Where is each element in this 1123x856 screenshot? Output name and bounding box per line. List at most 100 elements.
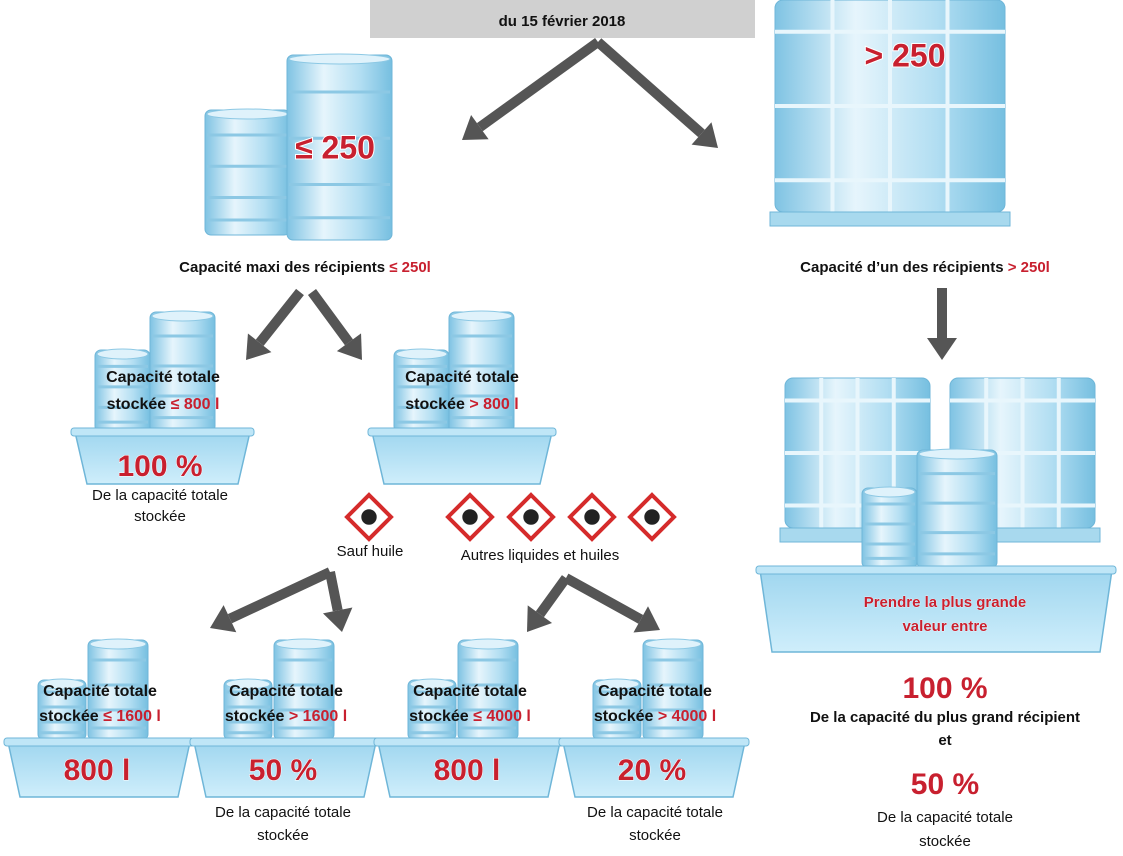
arrow-shaft xyxy=(230,572,330,619)
header-date: du 15 février 2018 xyxy=(499,13,626,30)
result: 800 l xyxy=(64,754,131,787)
note: De la capacité totale xyxy=(215,804,351,821)
tub-label: stockée ≤ 800 l xyxy=(107,396,220,413)
barrel xyxy=(95,349,150,432)
tub-rim xyxy=(368,428,556,436)
tub-label: Capacité totale xyxy=(413,683,527,700)
retention-tub xyxy=(372,432,552,484)
limit: > 250l xyxy=(1008,259,1050,276)
pictogram-label: Autres liquides et huiles xyxy=(461,547,619,564)
barrel xyxy=(394,349,449,432)
label: stockée xyxy=(405,396,465,413)
pictogram-symbol xyxy=(584,509,599,524)
barrel-top xyxy=(451,311,512,321)
arrow-shaft xyxy=(480,42,598,127)
barrel xyxy=(205,109,290,235)
limit: ≤ 800 l xyxy=(171,396,220,413)
tub-label: Capacité totale xyxy=(405,369,519,386)
arrow-head xyxy=(927,338,957,360)
label: Capacité d’un des récipients xyxy=(800,259,1003,276)
pictogram-label: Sauf huile xyxy=(337,543,404,560)
label: stockée xyxy=(225,708,285,725)
result: 50 % xyxy=(911,768,979,801)
note: De la capacité totale xyxy=(877,809,1013,826)
diagram: du 15 février 2018 ≤ 250 > 250 Capacité … xyxy=(0,0,1123,856)
arrow-shaft xyxy=(540,578,566,614)
branch-label: Capacité d’un des récipients > 250l xyxy=(800,259,1050,276)
note: stockée xyxy=(919,833,971,850)
barrel-top xyxy=(919,449,995,459)
limit: > 800 l xyxy=(469,396,518,413)
limit: ≤ 4000 l xyxy=(473,708,531,725)
pictogram-symbol xyxy=(462,509,477,524)
pallet xyxy=(770,212,1010,226)
arrow-shaft xyxy=(312,292,349,342)
arrow-shaft xyxy=(260,292,300,343)
result: 100 % xyxy=(117,450,202,483)
barrel-top xyxy=(90,639,146,649)
barrel-top xyxy=(289,54,390,64)
joiner: et xyxy=(938,732,951,749)
limit: ≤ 250l xyxy=(389,259,431,276)
badge: > 250 xyxy=(865,37,946,73)
barrel-top xyxy=(276,639,332,649)
note: De la capacité totale xyxy=(92,487,228,504)
limit: > 4000 l xyxy=(658,708,716,725)
note: stockée xyxy=(629,827,681,844)
tub-rim xyxy=(190,738,380,746)
tub-label: stockée ≤ 4000 l xyxy=(409,708,531,725)
pictogram-symbol xyxy=(644,509,659,524)
label: stockée xyxy=(409,708,469,725)
label: stockée xyxy=(594,708,654,725)
barrel-body xyxy=(917,450,997,568)
tub-label: stockée > 1600 l xyxy=(225,708,347,725)
pictogram-symbol xyxy=(523,509,538,524)
result: 100 % xyxy=(902,672,987,705)
instruction: valeur entre xyxy=(902,618,987,635)
tub-label: Capacité totale xyxy=(598,683,712,700)
barrel-top xyxy=(152,311,213,321)
arrow-head xyxy=(323,607,352,632)
result: 50 % xyxy=(249,754,317,787)
tub-rim xyxy=(756,566,1116,574)
note: stockée xyxy=(257,827,309,844)
tub-label: stockée ≤ 1600 l xyxy=(39,708,161,725)
tub-label: Capacité totale xyxy=(229,683,343,700)
badge: ≤ 250 xyxy=(295,129,375,165)
tub-rim xyxy=(374,738,564,746)
retention-tub xyxy=(760,570,1112,652)
tub-label: stockée > 800 l xyxy=(405,396,518,413)
barrel-body xyxy=(394,350,449,432)
barrel-top xyxy=(207,109,288,119)
label: stockée xyxy=(107,396,167,413)
limit: > 1600 l xyxy=(289,708,347,725)
tub-rim xyxy=(71,428,254,436)
arrow-shaft xyxy=(566,578,641,619)
barrel-body xyxy=(95,350,150,432)
tub-rim xyxy=(559,738,749,746)
barrel-top xyxy=(396,349,447,359)
result: 20 % xyxy=(618,754,686,787)
barrel-top xyxy=(460,639,516,649)
barrel-top xyxy=(97,349,148,359)
result: 800 l xyxy=(434,754,501,787)
pictogram-symbol xyxy=(361,509,376,524)
note: De la capacité du plus grand récipient xyxy=(810,709,1080,726)
instruction: Prendre la plus grande xyxy=(864,594,1027,611)
note: De la capacité totale xyxy=(587,804,723,821)
tub-label: Capacité totale xyxy=(43,683,157,700)
barrel xyxy=(862,487,917,568)
barrel-top xyxy=(864,487,915,497)
barrel xyxy=(917,449,997,568)
tub-rim xyxy=(4,738,194,746)
label: Capacité maxi des récipients xyxy=(179,259,385,276)
note: stockée xyxy=(134,508,186,525)
arrow-shaft xyxy=(598,42,702,133)
tub-label: stockée > 4000 l xyxy=(594,708,716,725)
barrel-top xyxy=(645,639,701,649)
branch-label: Capacité maxi des récipients ≤ 250l xyxy=(179,259,431,276)
arrow-shaft xyxy=(330,572,338,610)
label: stockée xyxy=(39,708,99,725)
tub-label: Capacité totale xyxy=(106,369,220,386)
ibc-container xyxy=(770,0,1010,226)
